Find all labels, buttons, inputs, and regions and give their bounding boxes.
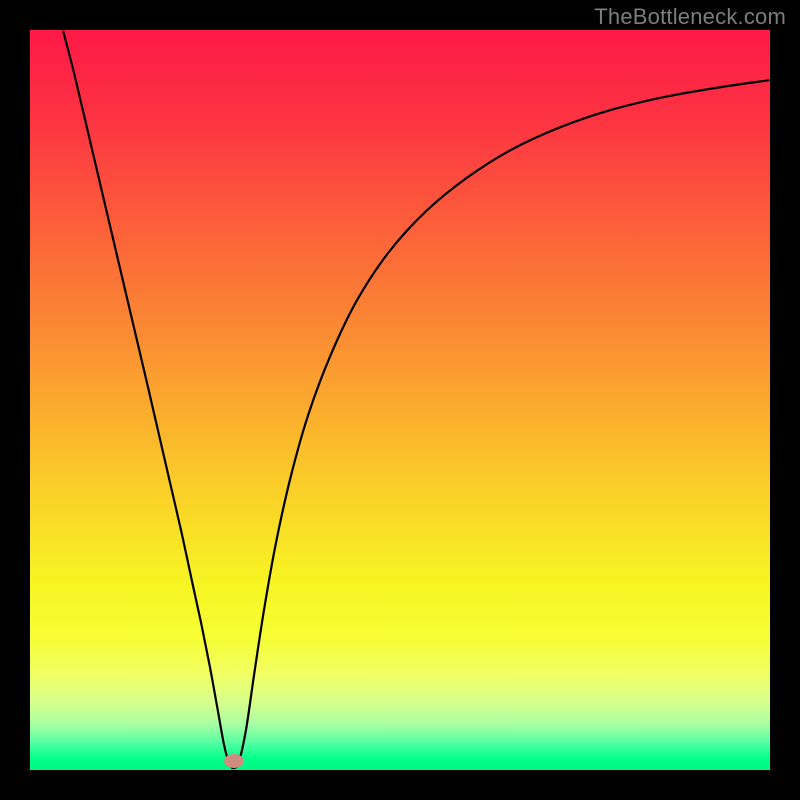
optimum-marker-icon (224, 754, 244, 768)
plot-area (30, 30, 770, 770)
gradient-background (30, 30, 770, 770)
watermark-label: TheBottleneck.com (594, 4, 786, 30)
chart-stage: TheBottleneck.com (0, 0, 800, 800)
